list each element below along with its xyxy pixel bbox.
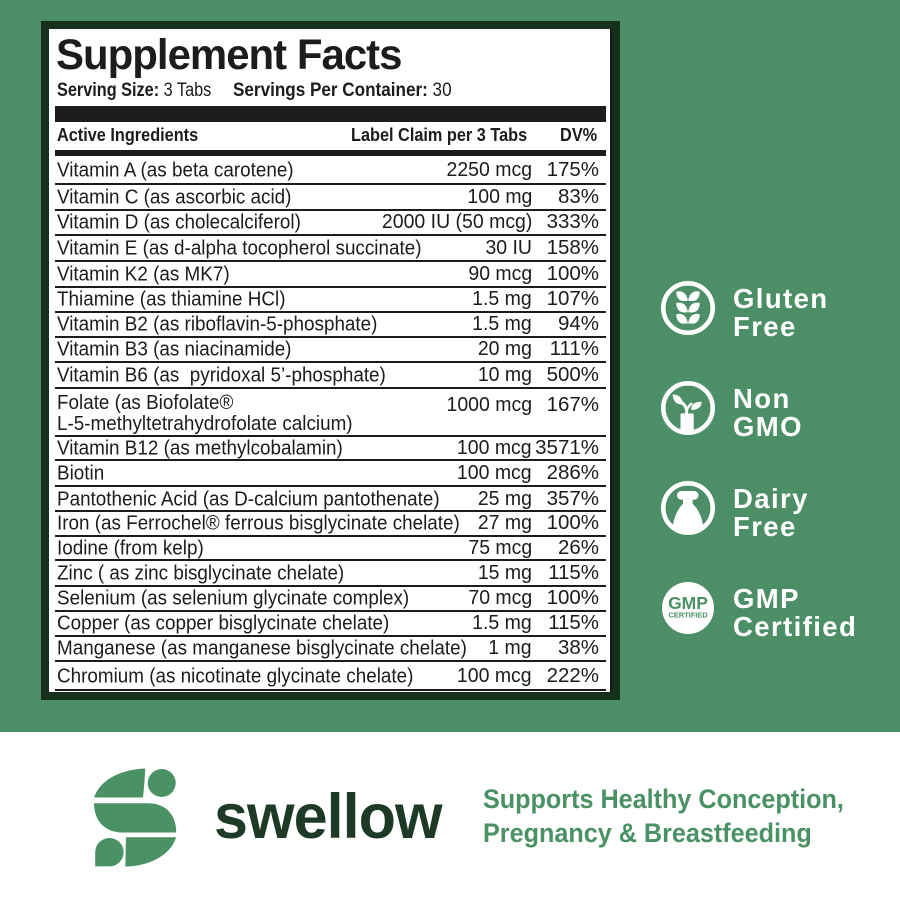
svg-text:GMP: GMP	[668, 593, 708, 613]
svg-text:CERTIFIED: CERTIFIED	[668, 610, 708, 619]
